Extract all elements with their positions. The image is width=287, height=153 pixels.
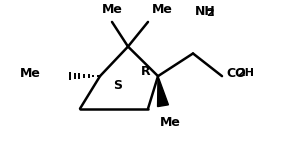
Text: Me: Me — [20, 67, 41, 80]
Text: NH: NH — [195, 5, 216, 18]
Polygon shape — [158, 76, 168, 107]
Text: CO: CO — [226, 67, 246, 80]
Text: R: R — [140, 65, 150, 78]
Text: 2: 2 — [206, 8, 214, 18]
Text: Me: Me — [152, 3, 173, 16]
Text: Me: Me — [102, 3, 123, 16]
Text: S: S — [113, 80, 123, 92]
Text: Me: Me — [160, 116, 181, 129]
Text: 2H: 2H — [237, 68, 254, 78]
